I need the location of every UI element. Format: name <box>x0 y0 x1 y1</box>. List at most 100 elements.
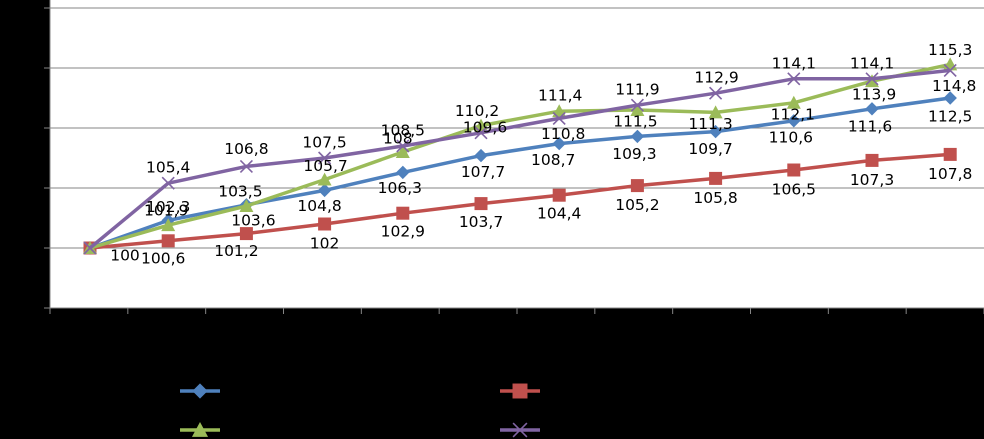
data-label-s2: 102 <box>310 235 340 253</box>
data-point-s2 <box>161 234 175 248</box>
data-point-s2 <box>943 147 957 161</box>
data-point-s1 <box>630 129 645 144</box>
data-label-s2: 107,8 <box>928 165 972 183</box>
data-label-s4: 114,1 <box>772 54 816 72</box>
data-label-s4: 105,4 <box>146 159 190 177</box>
data-label-s2: 102,9 <box>381 223 425 241</box>
data-point-s3 <box>786 95 801 109</box>
data-label-s2: 100,6 <box>141 249 185 267</box>
data-point-s4 <box>709 86 723 100</box>
data-label-s3: 111,3 <box>688 115 732 133</box>
data-label-s3: 101,9 <box>144 202 188 220</box>
data-label-s2: 101,2 <box>214 242 258 260</box>
data-label-s1: 110,6 <box>769 128 813 146</box>
data-label-s2: 107,3 <box>850 171 894 189</box>
data-label-s3: 111,5 <box>613 113 657 131</box>
data-label-s1: 111,6 <box>848 117 892 135</box>
data-point-s4 <box>318 151 332 165</box>
legend-item-s2 <box>500 383 540 399</box>
data-point-s2 <box>239 227 253 241</box>
data-point-s4 <box>474 126 488 140</box>
data-point-s3 <box>239 199 254 212</box>
data-label-s1: 103,6 <box>231 211 275 229</box>
data-point-s3 <box>395 145 410 158</box>
data-label-s4: 106,8 <box>224 140 268 158</box>
data-label-s4: 114,1 <box>850 54 894 72</box>
series-line-s2 <box>89 152 951 250</box>
data-point-s1 <box>396 165 410 180</box>
legend-marker-s1 <box>192 383 208 399</box>
data-point-s1 <box>708 124 723 139</box>
data-point-s2 <box>318 217 332 231</box>
data-label-s3: 115,3 <box>928 41 972 59</box>
data-point-s4 <box>396 139 410 153</box>
plot-area <box>50 0 984 308</box>
data-point-s3 <box>630 103 645 116</box>
data-label-s1: 108,7 <box>531 151 575 169</box>
data-label-s2: 103,7 <box>459 213 503 231</box>
data-point-s2 <box>787 163 801 177</box>
data-labels: 102,3 103,6 104,8 106,3 107,7 108,7 109,3 109,7… <box>110 41 976 267</box>
data-label-s3: 112,1 <box>771 105 815 123</box>
data-point-s4 <box>552 111 566 125</box>
data-label-s1: 112,5 <box>928 108 972 126</box>
data-label-s4: 111,9 <box>615 81 659 99</box>
data-point-s4 <box>161 176 175 190</box>
data-point-s4 <box>787 72 801 86</box>
data-label-s2: 104,4 <box>537 205 581 223</box>
data-label-s3: 113,9 <box>852 86 896 104</box>
data-label-s4: 107,5 <box>302 134 346 152</box>
data-label-s2: 105,8 <box>693 189 737 207</box>
data-point-s2 <box>552 188 566 202</box>
data-label-s4: 110,8 <box>541 125 585 143</box>
data-label-s4: 109,6 <box>463 118 507 136</box>
data-point-s1 <box>552 136 566 151</box>
data-label-s1: 104,8 <box>297 197 341 215</box>
data-label-s2: 105,2 <box>615 196 659 214</box>
data-label-s3: 110,2 <box>455 102 499 120</box>
legend <box>180 383 540 438</box>
data-point-s2 <box>396 206 410 220</box>
data-point-s4 <box>865 72 879 86</box>
data-point-s4 <box>943 63 957 77</box>
data-label-s1: 107,7 <box>461 163 505 181</box>
data-point-s3 <box>161 218 176 232</box>
data-point-s3 <box>865 74 879 88</box>
data-label-s1: 109,7 <box>688 140 732 158</box>
data-label-s1: 106,3 <box>378 179 422 197</box>
data-point-s2 <box>474 197 488 211</box>
data-label-s4: 112,9 <box>694 69 738 87</box>
data-label-s3: 108 <box>383 130 413 148</box>
legend-marker-s3 <box>191 421 209 437</box>
data-point-s1 <box>943 91 957 105</box>
data-label-s3: 105,7 <box>303 157 347 175</box>
data-label-s3: 103,5 <box>218 183 262 201</box>
legend-item-s1 <box>180 383 220 399</box>
data-label-s2: 106,5 <box>772 181 816 199</box>
data-point-s3 <box>708 105 723 119</box>
data-point-s1 <box>865 102 879 116</box>
legend-item-s4 <box>500 422 540 438</box>
data-point-s1 <box>787 114 801 128</box>
data-label-s3: 111,4 <box>538 87 582 105</box>
series-group <box>83 57 958 255</box>
data-point-s2 <box>709 171 723 185</box>
data-label-s1: 102,3 <box>146 198 190 216</box>
data-point-s1 <box>317 183 332 198</box>
data-label-s4: 114,8 <box>932 77 976 95</box>
gridlines <box>50 7 984 249</box>
data-point-s1 <box>474 148 488 163</box>
data-point-s2 <box>630 179 644 193</box>
axes <box>44 0 984 314</box>
data-point-s2 <box>865 153 879 167</box>
series-line-s3 <box>89 62 951 250</box>
data-point-s3 <box>317 172 332 186</box>
legend-item-s3 <box>180 421 220 437</box>
series-line-s4 <box>88 68 951 250</box>
legend-marker-s4 <box>512 422 528 438</box>
data-point-s4 <box>630 98 644 112</box>
data-point-s4 <box>239 159 253 173</box>
legend-marker-s2 <box>512 383 528 399</box>
data-label-s4: 108,5 <box>381 122 425 140</box>
